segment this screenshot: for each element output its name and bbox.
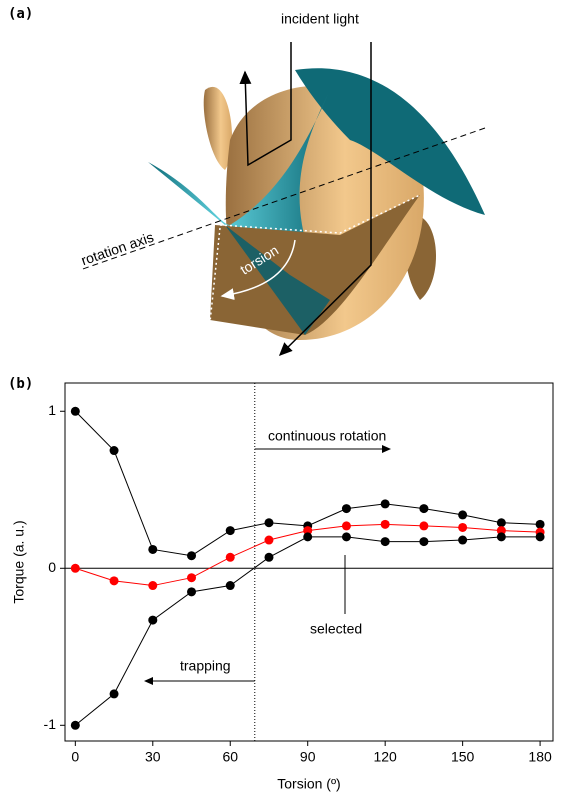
data-point (419, 504, 429, 514)
data-point (109, 576, 119, 586)
data-point (341, 521, 351, 531)
data-point (458, 522, 468, 532)
illustration (79, 42, 486, 357)
plot-frame (64, 382, 554, 742)
x-tick-label: 60 (222, 749, 238, 765)
y-tick-label: -1 (44, 716, 57, 732)
x-tick-label: 120 (373, 749, 397, 765)
data-point (187, 573, 197, 583)
data-point (264, 518, 274, 528)
data-point (380, 519, 390, 529)
data-point (419, 521, 429, 531)
data-point (341, 504, 351, 514)
series-line (75, 536, 541, 726)
data-point (535, 519, 545, 529)
y-tick-label: 1 (48, 402, 56, 418)
x-tick-label: 0 (71, 749, 79, 765)
data-point (458, 510, 468, 520)
panel-label: (b) (8, 376, 33, 392)
y-tick-label: 0 (48, 559, 56, 575)
data-point (303, 532, 313, 542)
annotation: incident light (281, 11, 359, 27)
data-point (225, 526, 235, 536)
data-point (187, 551, 197, 561)
x-tick-label: 90 (300, 749, 316, 765)
data-point (419, 537, 429, 547)
x-tick-label: 180 (528, 749, 552, 765)
data-point (496, 532, 506, 542)
data-point (148, 615, 158, 625)
x-tick-label: 30 (145, 749, 161, 765)
data-point (109, 689, 119, 699)
data-point (225, 552, 235, 562)
data-point (496, 526, 506, 536)
data-point (303, 526, 313, 536)
data-point (187, 587, 197, 597)
annotation: continuous rotation (268, 428, 386, 444)
annotation: trapping (180, 658, 231, 674)
data-point (341, 532, 351, 542)
annotation: rotation axis (79, 229, 156, 269)
data-point (458, 535, 468, 545)
panel-label: (a) (8, 6, 33, 22)
data-point (225, 581, 235, 591)
data-point (535, 532, 545, 542)
data-point (109, 446, 119, 456)
data-point (148, 581, 158, 591)
data-point (70, 720, 80, 730)
data-point (496, 518, 506, 528)
data-point (380, 537, 390, 547)
data-point (148, 544, 158, 554)
data-point (264, 535, 274, 545)
data-point (70, 563, 80, 573)
x-tick-label: 150 (451, 749, 475, 765)
data-point (70, 406, 80, 416)
data-point (264, 552, 274, 562)
y-axis-label: Torque (a. u.) (11, 520, 27, 603)
annotation: selected (310, 621, 362, 637)
data-point (380, 499, 390, 509)
x-axis-label: Torsion (º) (277, 776, 340, 792)
